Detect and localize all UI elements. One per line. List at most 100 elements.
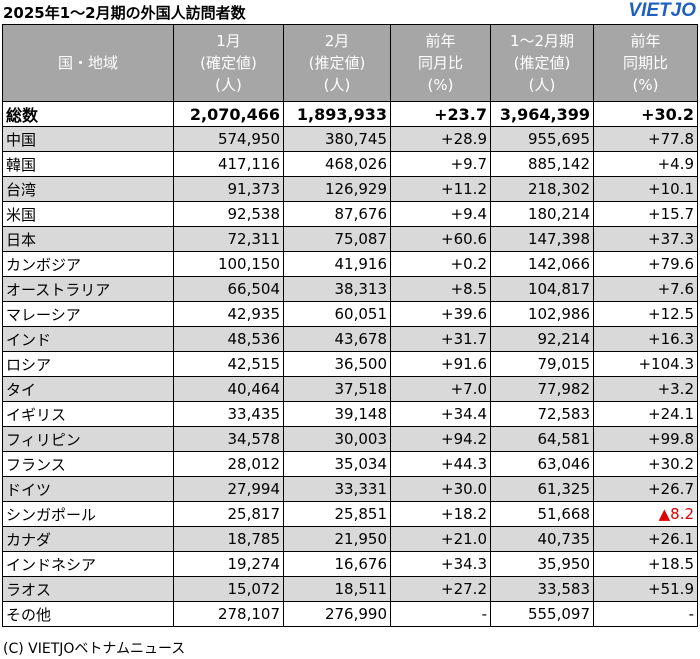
cell: 417,116 [173, 151, 284, 177]
cell: ロシア [2, 351, 174, 377]
cell: フィリピン [2, 426, 174, 452]
cell: +30.2 [593, 451, 698, 477]
row: その他 278,107 276,990-555,097- [2, 601, 698, 627]
cell: +51.9 [593, 576, 698, 602]
cell: 126,929 [283, 176, 391, 202]
header-line: 同月比 [417, 54, 463, 72]
header-line: (%) [427, 76, 454, 94]
column-header: 国・地域 [2, 24, 174, 102]
cell: 40,464 [173, 376, 284, 402]
cell: 72,311 [173, 226, 284, 252]
cell: イギリス [2, 401, 174, 427]
row: ロシア 42,515 36,500 +91.6 79,015 +104.3 [2, 351, 698, 377]
row: 米国 92,538 87,676 +9.4 180,214 +15.7 [2, 201, 698, 227]
cell: +60.6 [390, 226, 491, 252]
row: フィリピン 34,578 30,003 +94.2 64,581 +99.8 [2, 426, 698, 452]
column-header: 前年 同期比 (%) [593, 24, 698, 102]
cell: +7.6 [593, 276, 698, 302]
row: インド 48,536 43,678 +31.7 92,214 +16.3 [2, 326, 698, 352]
cell: 37,518 [283, 376, 391, 402]
cell: その他 [2, 601, 174, 627]
cell: 102,986 [490, 301, 594, 327]
header-line: 前年 [630, 32, 661, 50]
cell: +28.9 [390, 126, 491, 152]
table-body: 総数 2,070,466 1,893,933 +23.7 3,964,399 +30.2 中… [2, 101, 698, 627]
cell: 25,851 [283, 501, 391, 527]
cell: +0.2 [390, 251, 491, 277]
column-header: 1～2月期 (推定値) (人) [490, 24, 594, 102]
cell: 日本 [2, 226, 174, 252]
cell: 218,302 [490, 176, 594, 202]
cell: +8.5 [390, 276, 491, 302]
cell: 885,142 [490, 151, 594, 177]
cell: +34.3 [390, 551, 491, 577]
cell: 15,072 [173, 576, 284, 602]
cell: インドネシア [2, 551, 174, 577]
cell: タイ [2, 376, 174, 402]
cell: 43,678 [283, 326, 391, 352]
cell: +10.1 [593, 176, 698, 202]
cell: 総数 [2, 101, 174, 127]
cell: 33,583 [490, 576, 594, 602]
cell: 30,003 [283, 426, 391, 452]
cell: 87,676 [283, 201, 391, 227]
cell: ラオス [2, 576, 174, 602]
cell: 142,066 [490, 251, 594, 277]
cell: 18,511 [283, 576, 391, 602]
cell: 33,331 [283, 476, 391, 502]
cell: +91.6 [390, 351, 491, 377]
cell: 61,325 [490, 476, 594, 502]
header-line: 2月 [324, 32, 350, 50]
cell: +30.2 [593, 101, 698, 127]
cell: +12.5 [593, 301, 698, 327]
cell: 16,676 [283, 551, 391, 577]
cell: +104.3 [593, 351, 698, 377]
cell: 60,051 [283, 301, 391, 327]
cell: - [593, 601, 698, 627]
cell: +99.8 [593, 426, 698, 452]
cell: 555,097 [490, 601, 594, 627]
cell: 34,578 [173, 426, 284, 452]
column-header: 前年 同月比 (%) [390, 24, 491, 102]
row: タイ 40,464 37,518 +7.0 77,982 +3.2 [2, 376, 698, 402]
cell: 25,817 [173, 501, 284, 527]
column-header: 2月 (推定値) (人) [283, 24, 391, 102]
cell: +79.6 [593, 251, 698, 277]
cell: +30.0 [390, 476, 491, 502]
cell: +37.3 [593, 226, 698, 252]
footer: (C) VIETJOベトナムニュース [3, 641, 186, 657]
cell: +3.2 [593, 376, 698, 402]
row: イギリス 33,435 39,148 +34.4 72,583 +24.1 [2, 401, 698, 427]
header-line: (%) [632, 76, 659, 94]
cell: 台湾 [2, 176, 174, 202]
cell: 38,313 [283, 276, 391, 302]
cell: 574,950 [173, 126, 284, 152]
header-line: (推定値) [308, 54, 366, 72]
cell: +27.2 [390, 576, 491, 602]
cell: 42,935 [173, 301, 284, 327]
cell: +77.8 [593, 126, 698, 152]
cell: 39,148 [283, 401, 391, 427]
cell: +21.0 [390, 526, 491, 552]
row: カナダ 18,785 21,950 +21.0 40,735 +26.1 [2, 526, 698, 552]
cell: +23.7 [390, 101, 491, 127]
cell: +9.4 [390, 201, 491, 227]
cell: 米国 [2, 201, 174, 227]
row: カンボジア 100,150 41,916 +0.2 142,066 +79.6 [2, 251, 698, 277]
cell: 91,373 [173, 176, 284, 202]
cell: 64,581 [490, 426, 594, 452]
row: インドネシア 19,274 16,676 +34.3 35,950 +18.5 [2, 551, 698, 577]
cell: +15.7 [593, 201, 698, 227]
cell: ドイツ [2, 476, 174, 502]
cell: +44.3 [390, 451, 491, 477]
row: ラオス 15,072 18,511 +27.2 33,583 +51.9 [2, 576, 698, 602]
cell: 92,538 [173, 201, 284, 227]
cell: 35,950 [490, 551, 594, 577]
cell: シンガポール [2, 501, 174, 527]
cell: 28,012 [173, 451, 284, 477]
cell: +24.1 [593, 401, 698, 427]
header-row: 国・地域 1月 (確定値) (人) 2月 (推定値) (人) 前年 同月比 (%) 1～2月期 (推定… [2, 24, 698, 102]
cell: 韓国 [2, 151, 174, 177]
cell: +9.7 [390, 151, 491, 177]
